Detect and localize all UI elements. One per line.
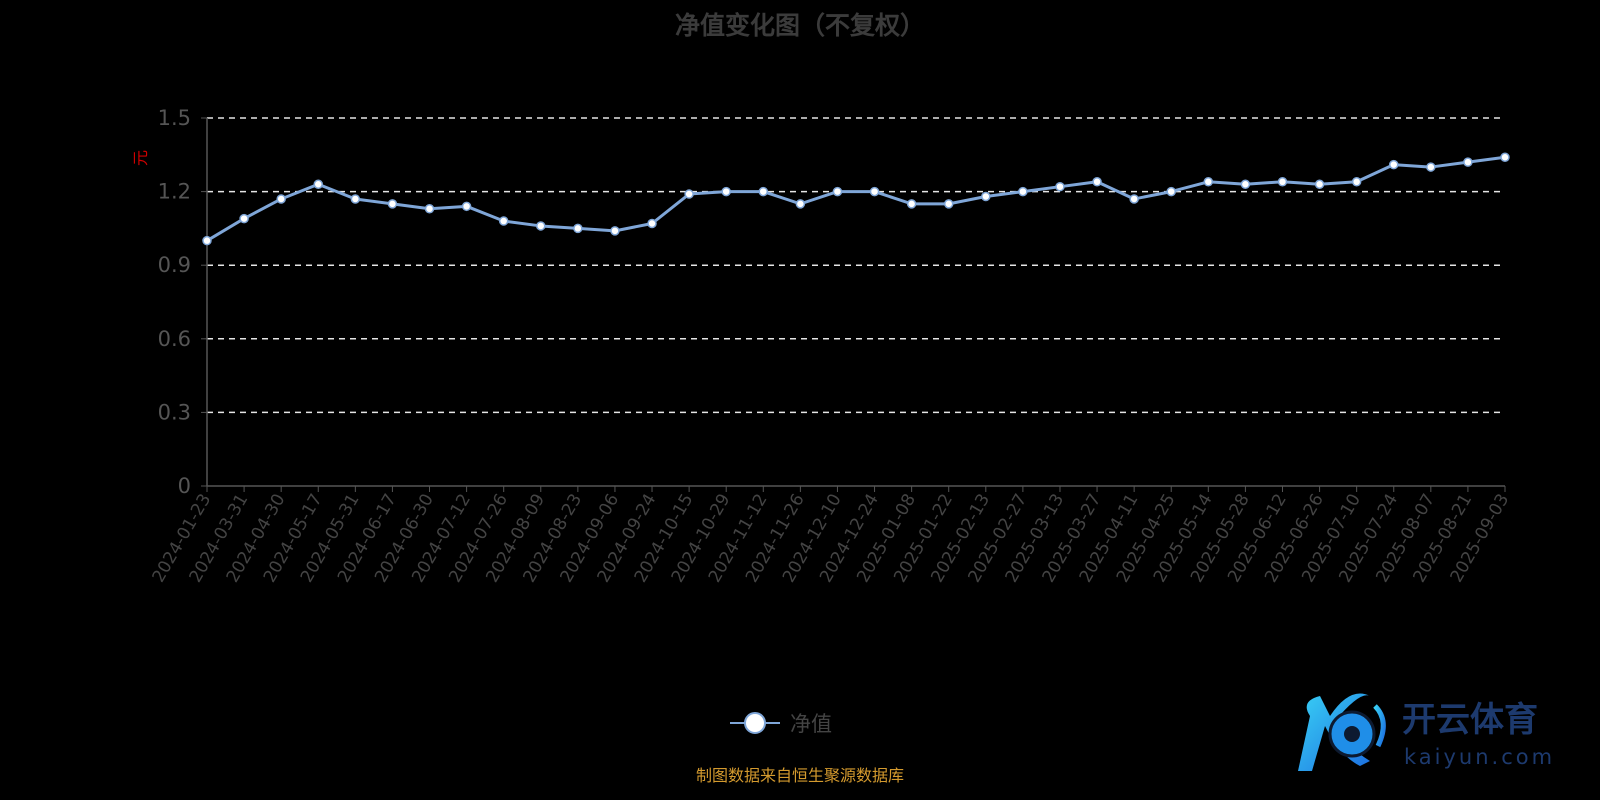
legend-item[interactable]: 净值 [730,708,832,738]
data-point [647,218,657,229]
data-point [943,199,954,209]
data-point [1018,186,1028,197]
y-tick-label: 0.3 [158,400,191,424]
data-point [1277,177,1288,187]
data-point [1055,181,1065,192]
data-point [906,199,917,209]
line-chart: 00.30.60.91.21.5 2024-01-232024-03-31202… [131,106,1513,586]
data-point [1351,177,1362,187]
svg-text:开云体育: 开云体育 [1402,700,1538,740]
data-point [869,186,880,197]
y-tick-label: 0.9 [158,253,191,277]
data-point [1500,152,1510,163]
y-tick-label: 1.5 [158,106,191,130]
legend-marker-icon [730,712,780,734]
data-point [536,221,546,231]
y-axis-label: 元 [131,150,150,166]
data-point [573,223,583,234]
data-point [832,186,843,197]
chart-title: 净值变化图（不复权） [674,11,925,40]
data-point [498,216,509,226]
data-point [1203,177,1214,187]
legend-label: 净值 [790,712,832,736]
y-tick-label: 1.2 [158,180,191,204]
kaiyun-logo: 开云体育 kaiyun.com [1298,693,1555,771]
data-point [202,235,212,246]
data-point [350,194,361,204]
data-point [795,199,806,209]
data-point [981,191,991,202]
svg-text:kaiyun.com: kaiyun.com [1404,745,1555,769]
data-point [1388,159,1399,170]
data-point [758,186,769,197]
data-source-note: 制图数据来自恒生聚源数据库 [695,766,904,785]
data-point [461,201,472,212]
data-point [1314,179,1325,189]
data-point [424,204,435,214]
data-point [276,194,286,204]
data-point [1463,157,1473,167]
data-point [684,189,694,199]
data-point [721,186,731,197]
data-point [313,179,324,189]
data-point [1240,179,1251,189]
data-point [1092,177,1102,187]
y-tick-label: 0 [178,474,191,498]
data-point [1166,186,1176,197]
data-point [1426,162,1436,172]
y-tick-label: 0.6 [158,327,191,351]
data-point [239,213,249,224]
data-point [387,199,398,209]
data-point [610,226,620,236]
data-point [1129,194,1139,204]
series-line-net-value [206,155,1506,242]
